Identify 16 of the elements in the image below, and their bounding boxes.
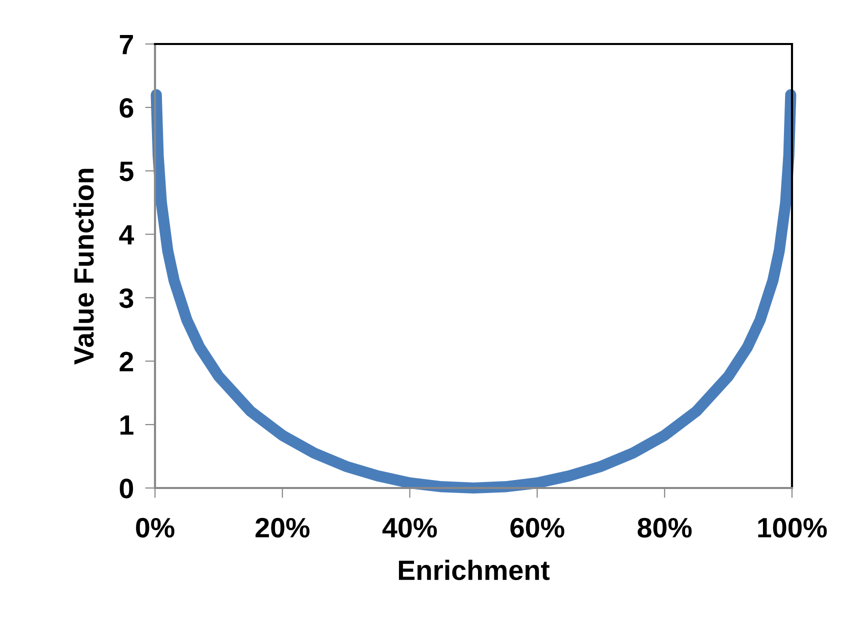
y-tick-label: 6	[120, 98, 134, 118]
x-tick-label: 80%	[638, 518, 692, 538]
y-axis-title: Value Function	[73, 168, 94, 365]
y-tick-label: 0	[120, 478, 134, 498]
x-tick-label: 40%	[382, 518, 437, 538]
x-tick-label: 20%	[256, 518, 310, 538]
y-tick-label: 5	[120, 162, 134, 182]
x-axis-title: Enrichment	[398, 560, 550, 580]
y-tick-label: 1	[120, 416, 134, 435]
y-tick-label: 7	[120, 34, 133, 54]
x-tick-label: 60%	[510, 518, 564, 538]
x-tick-label: 0%	[136, 518, 174, 538]
y-tick-label: 2	[120, 352, 134, 372]
y-tick-label: 3	[119, 288, 134, 308]
y-tick-label: 4	[119, 225, 134, 244]
x-tick-label: 100%	[758, 518, 827, 538]
